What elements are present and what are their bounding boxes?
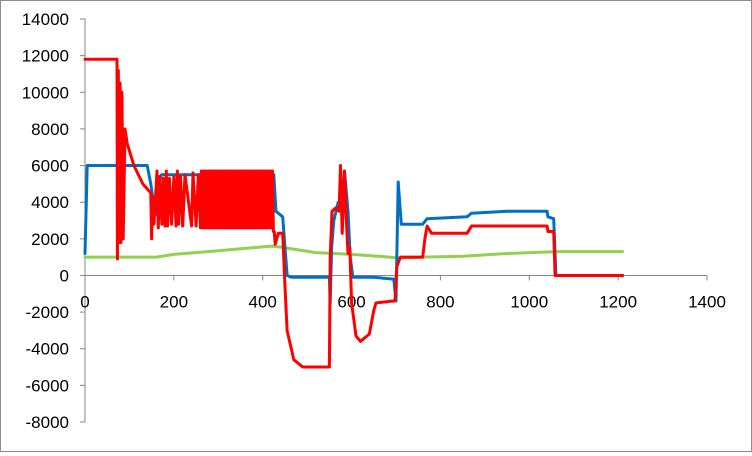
y-tick-label: 6000 [31, 157, 69, 176]
tick-label-layer: 14000120001000080006000400020000-2000-40… [22, 10, 726, 432]
x-tick-label: 800 [426, 292, 454, 311]
series-line-green [83, 244, 625, 260]
y-tick-label: -4000 [26, 340, 69, 359]
axis-layer [80, 18, 708, 423]
x-tick-label: 1200 [599, 292, 637, 311]
x-tick-label: 1000 [510, 292, 548, 311]
y-tick-label: 0 [60, 266, 69, 285]
y-tick-label: 10000 [22, 83, 69, 102]
y-tick-label: 8000 [31, 120, 69, 139]
y-tick-label: 14000 [22, 10, 69, 29]
y-tick-label: -6000 [26, 376, 69, 395]
x-tick-label: 0 [80, 292, 89, 311]
y-tick-label: -8000 [26, 413, 69, 432]
series-layer [83, 57, 625, 369]
x-tick-label: 1400 [688, 292, 726, 311]
x-tick-label: 400 [249, 292, 277, 311]
y-tick-label: -2000 [26, 303, 69, 322]
y-tick-label: 2000 [31, 230, 69, 249]
y-tick-label: 4000 [31, 193, 69, 212]
x-tick-label: 200 [160, 292, 188, 311]
y-tick-label: 12000 [22, 47, 69, 66]
series-line-red [83, 57, 625, 369]
